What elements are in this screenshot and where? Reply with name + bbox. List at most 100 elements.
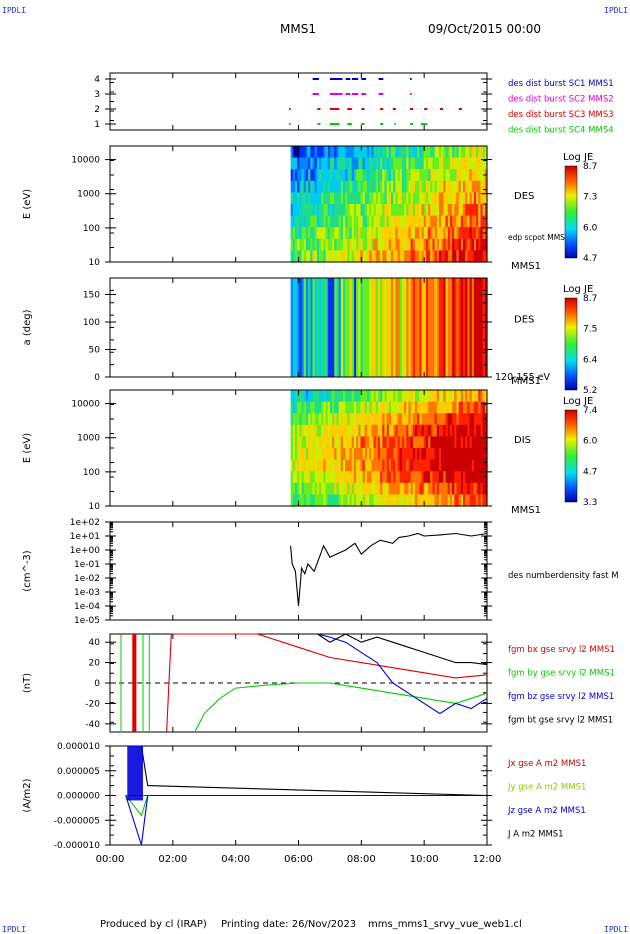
heatmap-cell: [323, 192, 327, 205]
heatmap-cell: [369, 180, 372, 193]
heatmap-cell: [401, 390, 405, 403]
x-tick-label: 00:00: [96, 854, 125, 865]
heatmap-cell: [351, 192, 355, 205]
heatmap-cell: [480, 459, 484, 472]
heatmap-cell: [356, 204, 359, 217]
heatmap-cell: [434, 494, 438, 507]
heatmap-cell: [321, 157, 324, 170]
heatmap-cell: [465, 413, 468, 426]
heatmap-cell: [404, 424, 407, 437]
heatmap-cell: [458, 169, 462, 182]
heatmap-cell: [395, 413, 399, 426]
heatmap-cell: [305, 459, 309, 472]
heatmap-cell: [445, 390, 449, 403]
heatmap-cell: [299, 482, 303, 495]
heatmap-cell: [321, 278, 324, 377]
heatmap-cell: [356, 413, 359, 426]
heatmap-cell: [425, 390, 429, 403]
heatmap-cell: [308, 157, 311, 170]
bfield-y-tick-label: -20: [85, 699, 100, 709]
heatmap-cell: [347, 250, 351, 263]
heatmap-cell: [484, 494, 488, 507]
heatmap-cell: [463, 238, 466, 251]
heatmap-cell: [478, 227, 482, 240]
heatmap-cell: [308, 180, 311, 193]
heatmap-cell: [356, 238, 359, 251]
heatmap-cell: [463, 459, 466, 472]
heatmap-cell: [473, 250, 477, 263]
heatmap-cell: [290, 413, 294, 426]
heatmap-cell: [393, 494, 396, 507]
colorbar-tick-label: 4.7: [583, 467, 597, 477]
heatmap-cell: [439, 424, 442, 437]
heatmap-cell: [415, 180, 418, 193]
heatmap-cell: [415, 424, 418, 437]
heatmap-cell: [476, 413, 479, 426]
heatmap-cell: [484, 180, 488, 193]
heatmap-cell: [454, 482, 458, 495]
heatmap-cell: [373, 169, 377, 182]
heatmap-cell: [443, 424, 447, 437]
heatmap-cell: [449, 413, 453, 426]
heatmap-cell: [336, 424, 340, 437]
heatmap-cell: [290, 390, 294, 403]
heatmap-cell: [454, 424, 458, 437]
heatmap-cell: [425, 436, 429, 449]
des_energy-y-label: E (eV): [22, 189, 33, 219]
heatmap-cell: [410, 482, 414, 495]
heatmap-cell: [391, 424, 394, 437]
heatmap-cell: [292, 401, 296, 414]
heatmap-cell: [436, 448, 440, 461]
heatmap-cell: [375, 146, 379, 159]
heatmap-cell: [428, 459, 431, 472]
heatmap-cell: [305, 250, 309, 263]
heatmap-cell: [412, 278, 416, 377]
dis_energy-instrument-label: DIS: [514, 435, 531, 446]
heatmap-cell: [428, 494, 431, 507]
heatmap-cell: [478, 459, 482, 472]
heatmap-cell: [308, 448, 311, 461]
heatmap-cell: [382, 424, 386, 437]
heatmap-cell: [334, 215, 338, 228]
heatmap-cell: [484, 215, 488, 228]
heatmap-cell: [303, 169, 307, 182]
heatmap-cell: [397, 494, 401, 507]
heatmap-cell: [415, 250, 418, 263]
heatmap-cell: [380, 204, 383, 217]
heatmap-cell: [323, 448, 327, 461]
heatmap-cell: [439, 448, 442, 461]
heatmap-cell: [347, 482, 351, 495]
heatmap-cell: [377, 146, 381, 159]
heatmap-cell: [319, 180, 322, 193]
heatmap-cell: [329, 238, 333, 251]
heatmap-cell: [382, 471, 386, 484]
heatmap-cell: [336, 215, 340, 228]
heatmap-cell: [371, 424, 375, 437]
heatmap-cell: [364, 471, 368, 484]
heatmap-cell: [319, 169, 322, 182]
heatmap-cell: [436, 424, 440, 437]
heatmap-cell: [345, 390, 348, 403]
heatmap-cell: [327, 424, 331, 437]
heatmap-cell: [295, 482, 298, 495]
heatmap-cell: [417, 238, 420, 251]
heatmap-cell: [384, 169, 388, 182]
heatmap-cell: [434, 204, 438, 217]
heatmap-cell: [441, 227, 444, 240]
heatmap-cell: [321, 401, 324, 414]
heatmap-cell: [308, 494, 311, 507]
bfield-y-tick-label: 20: [89, 659, 101, 669]
heatmap-cell: [332, 192, 335, 205]
heatmap-cell: [377, 204, 381, 217]
footer-produced-by: Produced by cl (IRAP): [100, 919, 207, 930]
heatmap-cell: [415, 471, 418, 484]
heatmap-cell: [364, 482, 368, 495]
heatmap-cell: [430, 169, 434, 182]
heatmap-cell: [434, 424, 438, 437]
heatmap-cell: [329, 482, 333, 495]
heatmap-cell: [347, 238, 351, 251]
heatmap-cell: [408, 157, 412, 170]
heatmap-cell: [399, 157, 403, 170]
heatmap-cell: [449, 471, 453, 484]
heatmap-cell: [406, 227, 410, 240]
